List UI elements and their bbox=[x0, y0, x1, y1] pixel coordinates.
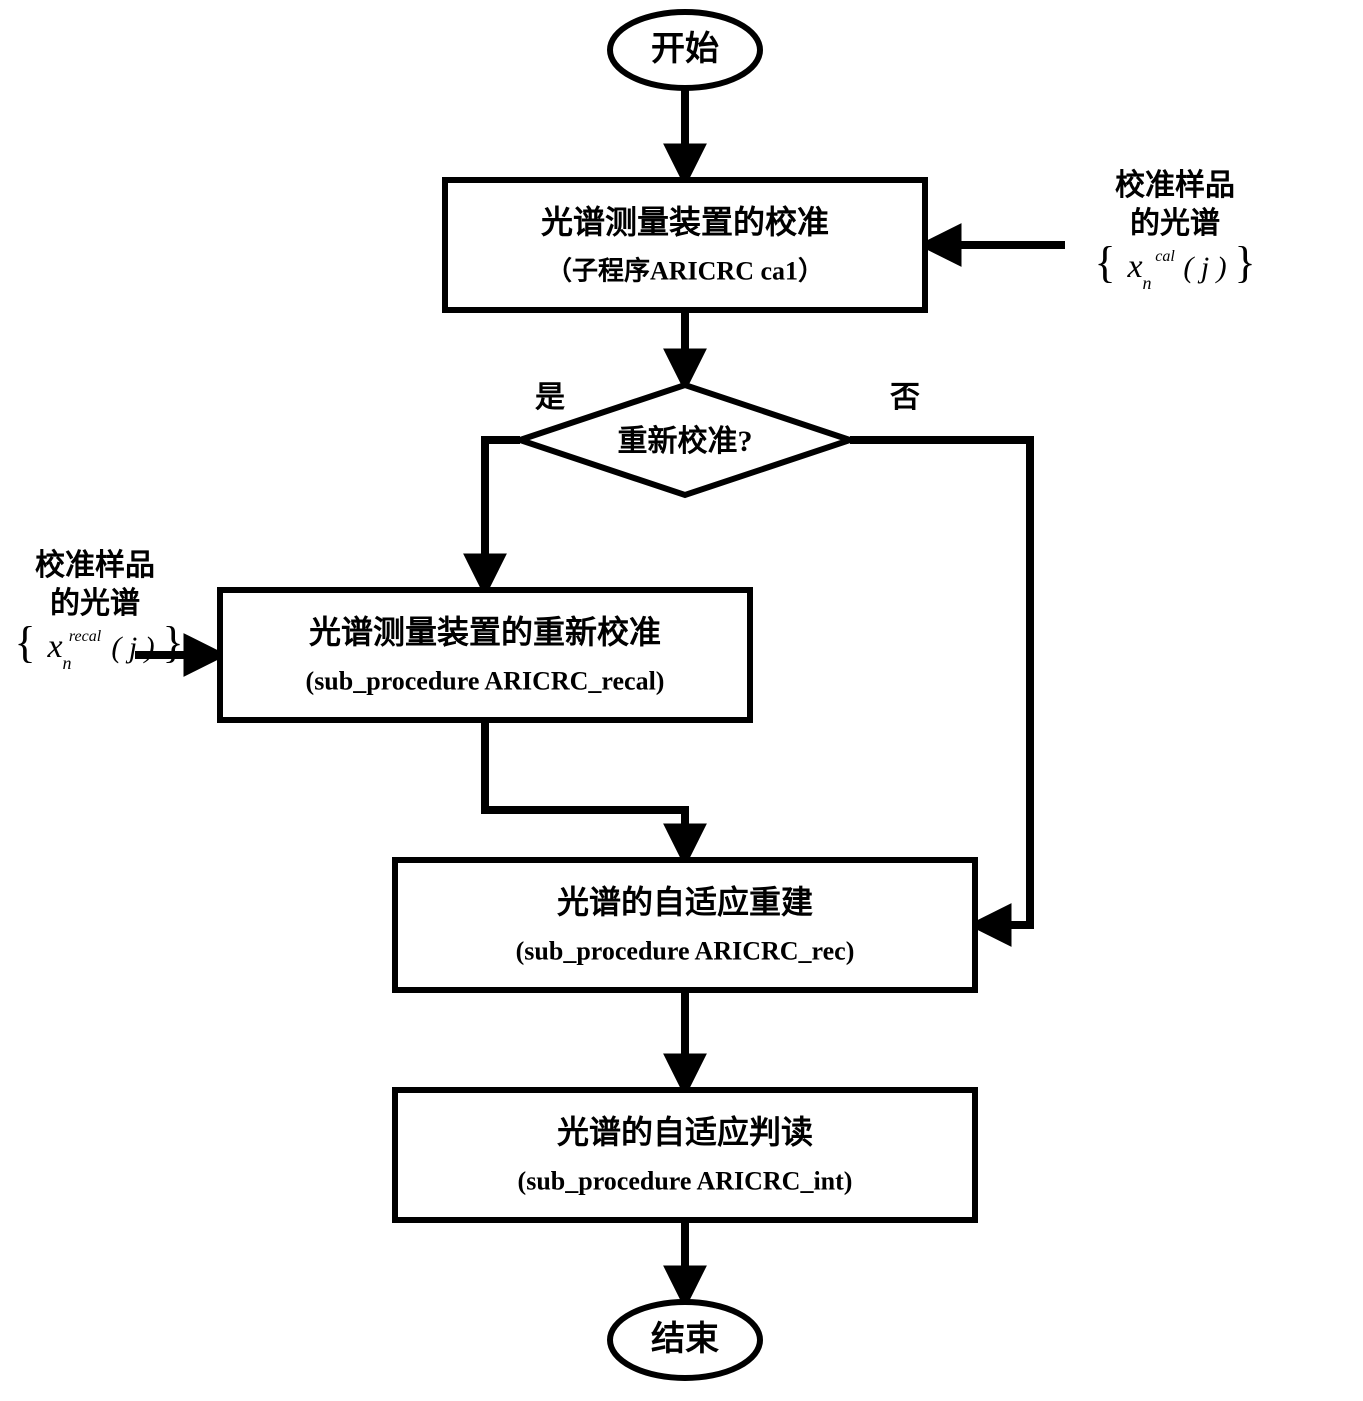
end-label: 结束 bbox=[651, 1320, 719, 1358]
recal-node bbox=[220, 590, 750, 720]
right-line2: 的光谱 bbox=[1130, 207, 1220, 240]
right-formula: { xncal ( j )} bbox=[1094, 238, 1255, 293]
svg-text:}: } bbox=[1234, 238, 1255, 287]
decision-yes-label: 是 bbox=[535, 381, 565, 414]
decision-label: 重新校准? bbox=[618, 424, 753, 458]
svg-text:x: x bbox=[46, 628, 62, 665]
cal-line1: 光谱测量装置的校准 bbox=[541, 204, 829, 240]
left-line1: 校准样品 bbox=[35, 548, 155, 582]
svg-text:( j ): ( j ) bbox=[1183, 251, 1226, 284]
left-formula: { xn recal ( j )} bbox=[14, 618, 183, 673]
rec-line1: 光谱的自适应重建 bbox=[557, 884, 813, 920]
cal-node bbox=[445, 180, 925, 310]
svg-text:{: { bbox=[1094, 238, 1115, 287]
right-line1: 校准样品 bbox=[1115, 168, 1235, 202]
svg-text:recal: recal bbox=[69, 628, 102, 645]
svg-text:{: { bbox=[14, 618, 35, 667]
int-line1: 光谱的自适应判读 bbox=[557, 1114, 813, 1150]
left-line2: 的光谱 bbox=[50, 587, 140, 620]
svg-text:( j ): ( j ) bbox=[111, 631, 154, 664]
decision-no-label: 否 bbox=[890, 381, 920, 414]
recal-line2: (sub_procedure ARICRC_recal) bbox=[306, 667, 665, 696]
int-line2: (sub_procedure ARICRC_int) bbox=[518, 1167, 853, 1196]
int-node bbox=[395, 1090, 975, 1220]
svg-text:n: n bbox=[63, 653, 72, 673]
rec-node bbox=[395, 860, 975, 990]
svg-text:x: x bbox=[1126, 248, 1142, 285]
svg-text:}: } bbox=[162, 618, 183, 667]
flow-arrow bbox=[850, 440, 1030, 925]
cal-line2: （子程序ARICRC ca1） bbox=[546, 256, 824, 286]
svg-text:n: n bbox=[1143, 273, 1152, 293]
rec-line2: (sub_procedure ARICRC_rec) bbox=[516, 937, 855, 966]
start-label: 开始 bbox=[651, 30, 719, 68]
flow-arrow bbox=[485, 440, 520, 590]
flow-arrow bbox=[485, 720, 685, 860]
recal-line1: 光谱测量装置的重新校准 bbox=[309, 614, 661, 650]
svg-text:cal: cal bbox=[1155, 248, 1175, 265]
